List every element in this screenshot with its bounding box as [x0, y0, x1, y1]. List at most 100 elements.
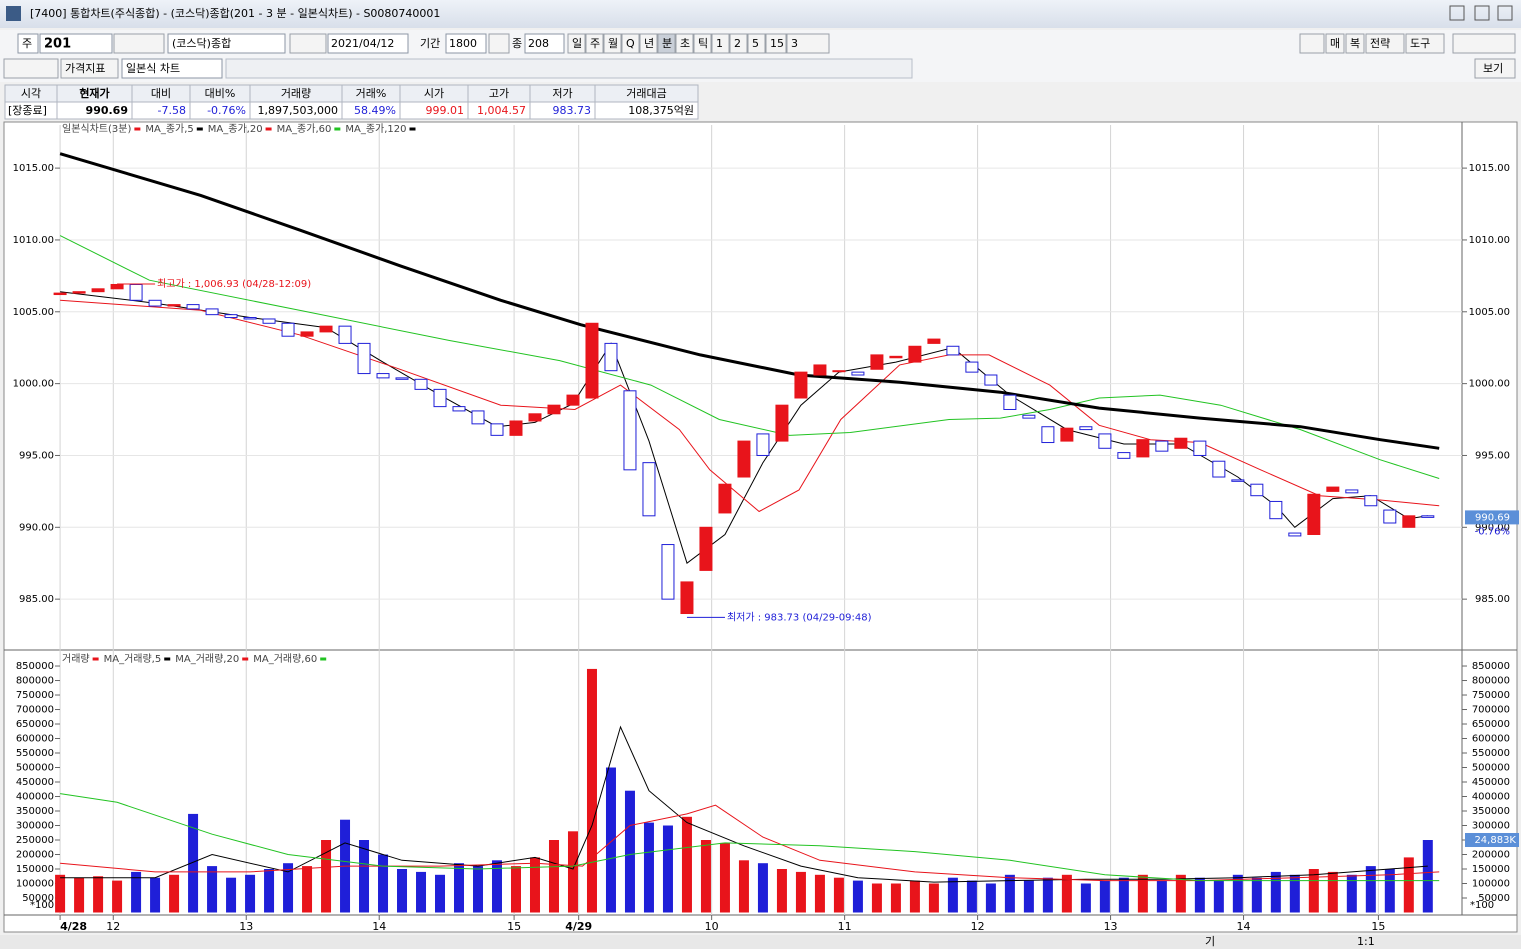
interval-button[interactable] — [729, 33, 748, 54]
volume-bar — [1023, 880, 1034, 913]
candle — [870, 354, 884, 370]
interval-label: 2 — [734, 37, 741, 50]
legend-swatch — [409, 127, 416, 131]
y-tick-label-right: 300000 — [1472, 821, 1510, 832]
volume-bar — [93, 876, 104, 913]
status-item: 1:1 — [1357, 935, 1375, 948]
interval-button[interactable] — [603, 33, 622, 54]
y-tick-label-right: 1015.00 — [1469, 163, 1510, 174]
interval-button[interactable] — [639, 33, 658, 54]
volume-bar — [833, 877, 844, 913]
y-tick-label: 800000 — [16, 676, 54, 687]
right-button-label: 도구 — [1410, 37, 1430, 50]
candle — [72, 291, 86, 294]
candle — [1079, 426, 1093, 431]
volume-bar — [1232, 874, 1243, 913]
candle — [110, 283, 124, 290]
minimize[interactable] — [1449, 5, 1465, 21]
interval-button[interactable] — [567, 33, 586, 54]
last-volume-box — [1465, 833, 1519, 848]
candle — [1288, 532, 1302, 537]
candle — [167, 304, 181, 307]
volume-bar — [131, 871, 142, 913]
right-button[interactable] — [1345, 33, 1365, 54]
legend-swatch — [320, 657, 327, 661]
candle — [1250, 483, 1264, 497]
candle — [566, 394, 580, 406]
volume-bar — [264, 869, 275, 913]
volume-bar — [1213, 880, 1224, 913]
candle — [1421, 515, 1435, 518]
y-tick-label-right: 400000 — [1472, 792, 1510, 803]
interval-button[interactable] — [621, 33, 640, 54]
y-tick-label: 450000 — [16, 777, 54, 788]
period: 1800 — [449, 37, 477, 50]
interval-button[interactable] — [747, 33, 766, 54]
arrow-buttons[interactable] — [3, 58, 59, 79]
candle — [908, 345, 922, 363]
code-input[interactable] — [39, 33, 113, 54]
tool-icons[interactable] — [1452, 33, 1516, 54]
last-value-box — [1465, 510, 1519, 525]
right-button[interactable] — [1325, 33, 1345, 54]
chart-kind-select[interactable] — [121, 58, 223, 79]
right-button-label: 매 — [1330, 37, 1340, 50]
drawing-tools[interactable] — [225, 58, 913, 79]
name-input[interactable] — [167, 33, 286, 54]
window-controls[interactable] — [1449, 5, 1513, 21]
search-buttons[interactable] — [113, 33, 165, 54]
y-tick-label-right: 700000 — [1472, 705, 1510, 716]
y-tick-label-right: 200000 — [1472, 850, 1510, 861]
interval-button[interactable] — [711, 33, 730, 54]
view-button[interactable] — [1474, 58, 1516, 79]
indicator-button[interactable] — [60, 58, 119, 79]
interval-label: 틱 — [698, 37, 708, 50]
volume-bar — [776, 869, 787, 913]
right-button[interactable] — [1405, 33, 1445, 54]
volume-bar — [302, 866, 313, 913]
period-icon[interactable] — [488, 33, 510, 54]
cloud-button[interactable] — [1299, 33, 1325, 54]
nav-arrows[interactable] — [289, 33, 327, 54]
interval-button[interactable] — [657, 33, 676, 54]
y-tick-label: 650000 — [16, 719, 54, 730]
unit-label: *100 — [30, 900, 54, 911]
y-tick-label-right: 995.00 — [1475, 450, 1510, 461]
x-tick-label: 4/28 — [60, 920, 87, 933]
volume-bar — [112, 880, 123, 913]
volume-bar — [188, 813, 199, 913]
legend-label: 일본식차트(3분) — [62, 123, 131, 135]
period-input[interactable] — [445, 33, 487, 54]
interval-button[interactable] — [675, 33, 694, 54]
header-text: 거래량 — [281, 87, 311, 100]
right-button[interactable] — [1365, 33, 1405, 54]
y-tick-label: 250000 — [16, 835, 54, 846]
volume-bar — [1422, 840, 1433, 913]
count-input[interactable] — [524, 33, 565, 54]
interval-button[interactable] — [693, 33, 712, 54]
candle — [965, 361, 979, 373]
value-text: 990.69 — [86, 104, 128, 117]
maximize[interactable] — [1474, 5, 1490, 21]
header-text: 거래% — [356, 87, 387, 100]
volume-bar — [1346, 874, 1357, 913]
x-tick-label: 15 — [1371, 920, 1385, 933]
candle — [1098, 433, 1112, 449]
interval-button[interactable] — [585, 33, 604, 54]
candle — [281, 322, 295, 337]
y-tick-label: 1000.00 — [13, 379, 54, 390]
volume-bar — [700, 840, 711, 913]
date-input[interactable] — [327, 33, 409, 54]
volume-bar — [416, 871, 427, 913]
candle — [471, 410, 485, 425]
interval-button[interactable] — [765, 33, 787, 54]
market-box[interactable] — [17, 33, 39, 54]
candle — [585, 322, 599, 399]
interval-label: 5 — [752, 37, 759, 50]
interval-button[interactable] — [786, 33, 830, 54]
volume-bar — [207, 866, 218, 913]
y-tick-label-right: 350000 — [1472, 806, 1510, 817]
close[interactable] — [1497, 5, 1513, 21]
candle — [775, 404, 789, 442]
candle — [813, 364, 827, 376]
